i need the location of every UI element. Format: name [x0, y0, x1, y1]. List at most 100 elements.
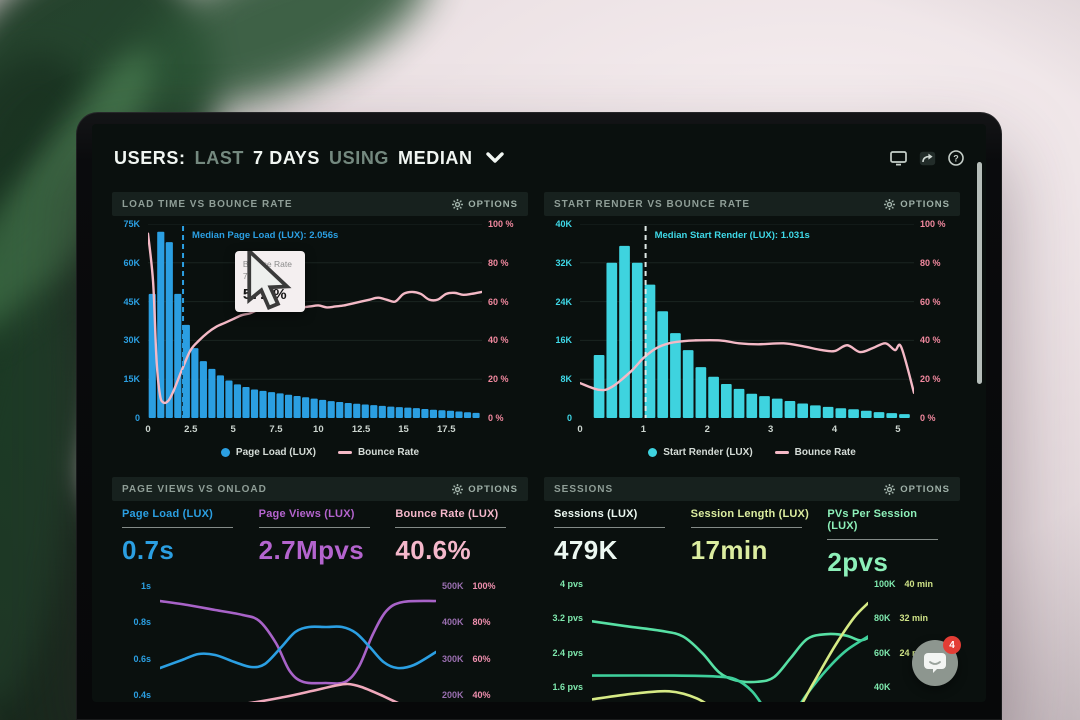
axis-tick: 7.5 [269, 424, 283, 435]
legend-item-bounce-rate[interactable]: Bounce Rate [337, 447, 420, 458]
axis-tick: 3.2 pvs [552, 613, 583, 624]
legend-label: Bounce Rate [794, 447, 856, 458]
axis-tick: 0 [577, 424, 583, 435]
legend-label: Bounce Rate [357, 447, 420, 458]
axis-tick: 0 [134, 413, 140, 423]
axis-tick: 10 [313, 424, 324, 435]
axis-tick: 0 [145, 424, 151, 435]
axis-tick: 5 [230, 424, 236, 435]
y-axis-right: 500K 100% 400K 80% 300K 60% 200K 40% [440, 577, 528, 702]
options-button[interactable]: OPTIONS [884, 198, 950, 210]
axis-tick: 40 % [920, 335, 941, 346]
scrollbar-thumb[interactable] [977, 162, 982, 384]
y-axis-left: 75K 60K 45K 30K 15K 0 [112, 219, 144, 423]
range-dim: LAST [194, 147, 245, 168]
axis-tick: 15 [398, 424, 409, 435]
legend-item-page-load[interactable]: Page Load (LUX) [220, 447, 316, 458]
panel-title: START RENDER VS BOUNCE RATE [554, 198, 751, 210]
axis-tick: 40K [874, 682, 891, 693]
laptop: USERS: LAST 7 DAYS USING MEDIAN ? [76, 112, 1002, 720]
axis-tick: 16K [555, 335, 572, 346]
metric-label: Sessions (LUX) [554, 508, 638, 520]
axis-tick: 4 pvs [559, 578, 583, 589]
gear-icon [884, 483, 896, 495]
y-axis-left: 40K 32K 24K 16K 8K 0 [544, 219, 576, 423]
metric-row: Sessions (LUX) 479K Session Length (LUX)… [544, 501, 960, 580]
metric-sessions: Sessions (LUX) 479K [546, 508, 683, 578]
metric-value: 17min [690, 535, 768, 565]
metric-label: Page Views (LUX) [258, 508, 355, 520]
load-time-chart: 75K 60K 45K 30K 15K 0 Median Page Load (LUX):… [112, 216, 528, 462]
axis-tick: 15K [123, 374, 140, 385]
axis-tick: 20 % [920, 374, 941, 385]
axis-tick: 0 % [488, 413, 504, 423]
axis-tick: 200K 40% [442, 689, 491, 700]
users-range-dropdown[interactable]: USERS: LAST 7 DAYS USING MEDIAN [114, 148, 504, 169]
share-icon[interactable] [919, 151, 936, 166]
line-series [592, 635, 868, 702]
panel-title: PAGE VIEWS VS ONLOAD [122, 483, 267, 495]
metric-underline [690, 527, 802, 528]
axis-tick: 20 % [488, 374, 509, 385]
line-series [592, 619, 868, 684]
axis-tick: 80 % [488, 257, 509, 268]
legend-label: Start Render (LUX) [663, 447, 753, 458]
options-label: OPTIONS [900, 483, 950, 495]
line-series [592, 601, 868, 702]
y-axis-left: 1s 0.8s 0.6s 0.4s [112, 577, 156, 702]
axis-tick: 32K [555, 257, 572, 268]
metric-label: Page Load (LUX) [122, 508, 214, 520]
metric-underline [554, 527, 666, 528]
gear-icon [884, 198, 896, 210]
legend-item-bounce-rate[interactable]: Bounce Rate [774, 447, 856, 458]
axis-tick: 4 [831, 424, 838, 435]
axis-tick: 5 [895, 424, 901, 435]
axis-tick: 100K 40 min [874, 578, 934, 589]
axis-tick: 30K [123, 335, 140, 346]
options-label: OPTIONS [900, 198, 950, 210]
options-label: OPTIONS [468, 483, 518, 495]
options-button[interactable]: OPTIONS [452, 198, 518, 210]
metric-session-length: Session Length (LUX) 17min [683, 508, 820, 578]
x-axis: 0 2.5 5 7.5 10 12.5 15 17.5 [145, 424, 482, 436]
line-series [248, 682, 399, 702]
panel-load-time-vs-bounce-rate: LOAD TIME VS BOUNCE RATE OPTIONS 75K 60K 4… [112, 192, 528, 462]
metric-label: Session Length (LUX) [690, 508, 809, 520]
line-series [580, 338, 914, 394]
metric-label: PVs Per Session (LUX) [827, 508, 918, 532]
tooltip-title: Bounce Rate [242, 259, 292, 270]
metric-underline [258, 527, 370, 528]
axis-tick: 300K 60% [442, 653, 491, 664]
display-icon[interactable] [890, 150, 907, 166]
legend-dot-swatch [648, 448, 658, 457]
plot-area: Median Start Render (LUX): 1.031s [580, 224, 914, 418]
help-icon[interactable]: ? [948, 150, 964, 166]
panel-title: LOAD TIME VS BOUNCE RATE [122, 198, 293, 210]
metric-value: 0.7s [122, 535, 175, 565]
metric-pvs-per-session: PVs Per Session (LUX) 2pvs [819, 508, 956, 578]
legend-item-start-render[interactable]: Start Render (LUX) [648, 447, 753, 458]
axis-tick: 100 % [920, 219, 946, 229]
sessions-chart-svg [592, 601, 868, 702]
metric-underline [122, 527, 234, 528]
dashboard-header: USERS: LAST 7 DAYS USING MEDIAN ? [114, 140, 964, 176]
panel-page-views-vs-onload: PAGE VIEWS VS ONLOAD OPTIONS Page Load (… [112, 477, 528, 702]
axis-tick: 80 % [920, 257, 941, 268]
options-button[interactable]: OPTIONS [884, 483, 950, 495]
y-axis-right: 100 % 80 % 60 % 40 % 20 % 0 % [916, 219, 960, 423]
axis-tick: 1 [640, 424, 647, 435]
metric-page-views: Page Views (LUX) 2.7Mpvs [251, 508, 388, 566]
axis-tick: 2.5 [184, 424, 198, 435]
axis-tick: 500K 100% [442, 581, 496, 592]
axis-tick: 0.4s [133, 689, 151, 700]
gear-icon [452, 198, 464, 210]
axis-tick: 60 % [920, 296, 941, 307]
options-button[interactable]: OPTIONS [452, 483, 518, 495]
chat-button[interactable]: 4 [912, 636, 961, 686]
panel-header: LOAD TIME VS BOUNCE RATE OPTIONS [112, 192, 528, 216]
legend-dot-swatch [220, 448, 230, 457]
chat-bubble-icon [924, 653, 946, 673]
histogram-bars [593, 245, 910, 418]
chart-legend: Page Load (LUX) Bounce Rate [112, 447, 528, 458]
